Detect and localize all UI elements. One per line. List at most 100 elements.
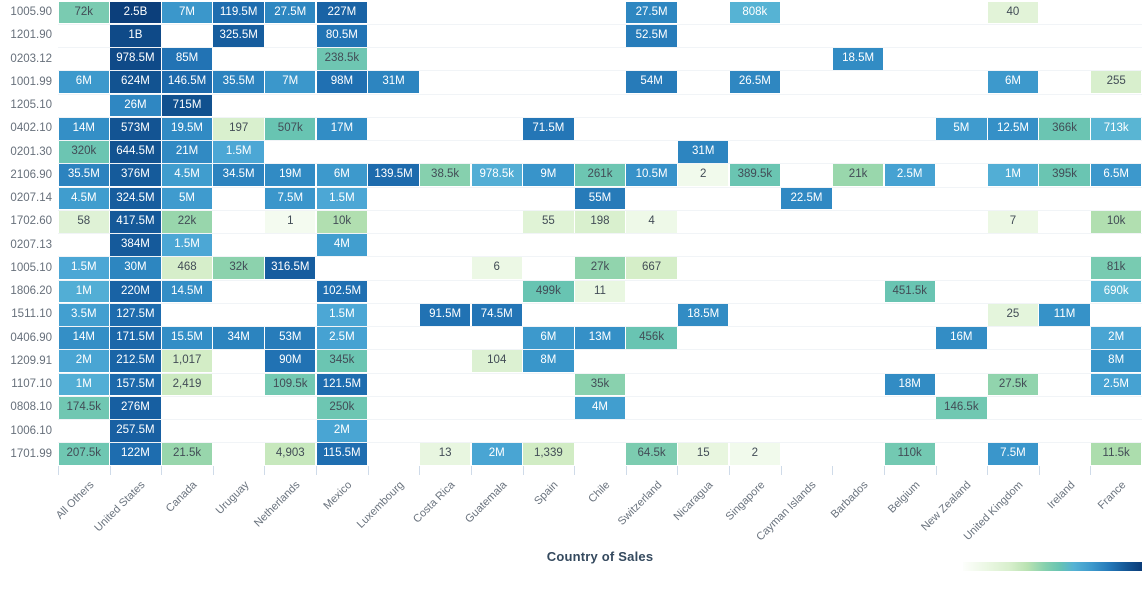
heatmap-cell[interactable]: 91.5M — [419, 303, 471, 326]
heatmap-cell[interactable]: 27.5k — [987, 373, 1039, 396]
heatmap-cell[interactable]: 14M — [58, 327, 109, 349]
heatmap-cell[interactable]: 35.5M — [58, 164, 109, 187]
heatmap-cell[interactable]: 72k — [58, 1, 109, 24]
heatmap-cell[interactable]: 11M — [1039, 303, 1090, 326]
heatmap-cell[interactable]: 25 — [987, 303, 1039, 326]
heatmap-cell[interactable]: 1,339 — [523, 443, 574, 466]
heatmap-cell[interactable]: 90M — [265, 350, 316, 373]
heatmap-cell[interactable]: 456k — [626, 327, 677, 349]
heatmap-cell[interactable]: 27k — [574, 257, 626, 280]
heatmap-cell[interactable]: 212.5M — [110, 350, 161, 373]
heatmap-cell[interactable]: 8M — [523, 350, 574, 373]
heatmap-cell[interactable]: 53M — [265, 327, 316, 349]
heatmap-cell[interactable]: 978.5k — [471, 164, 522, 187]
heatmap-cell[interactable]: 573M — [110, 117, 161, 140]
heatmap-cell[interactable]: 171.5M — [110, 327, 161, 349]
heatmap-cell[interactable]: 1.5M — [58, 257, 109, 280]
heatmap-cell[interactable]: 146.5M — [161, 71, 213, 94]
heatmap-cell[interactable]: 102.5M — [316, 280, 368, 303]
heatmap-cell[interactable]: 2,419 — [161, 373, 213, 396]
heatmap-cell[interactable]: 1.5M — [316, 303, 368, 326]
heatmap-cell[interactable]: 325.5M — [213, 24, 264, 47]
heatmap-cell[interactable]: 2 — [729, 443, 781, 466]
heatmap-cell[interactable]: 507k — [265, 117, 316, 140]
heatmap-cell[interactable]: 1M — [58, 280, 109, 303]
heatmap-cell[interactable]: 2.5M — [1090, 373, 1142, 396]
heatmap-cell[interactable]: 1B — [110, 24, 161, 47]
heatmap-cell[interactable]: 64.5k — [626, 443, 677, 466]
heatmap-cell[interactable]: 34M — [213, 327, 264, 349]
heatmap-cell[interactable]: 21M — [161, 141, 213, 163]
heatmap-cell[interactable]: 255 — [1090, 71, 1142, 94]
heatmap-cell[interactable]: 6M — [523, 327, 574, 349]
heatmap-cell[interactable]: 2M — [1090, 327, 1142, 349]
heatmap-cell[interactable]: 10k — [316, 210, 368, 233]
heatmap-cell[interactable]: 6.5M — [1090, 164, 1142, 187]
heatmap-cell[interactable]: 4M — [574, 396, 626, 419]
heatmap-cell[interactable]: 316.5M — [265, 257, 316, 280]
heatmap-cell[interactable]: 15.5M — [161, 327, 213, 349]
heatmap-cell[interactable]: 74.5M — [471, 303, 522, 326]
heatmap-cell[interactable]: 220M — [110, 280, 161, 303]
heatmap-cell[interactable]: 19M — [265, 164, 316, 187]
heatmap-cell[interactable]: 276M — [110, 396, 161, 419]
heatmap-cell[interactable]: 18M — [884, 373, 935, 396]
heatmap-cell[interactable]: 2.5B — [110, 1, 161, 24]
heatmap-cell[interactable]: 10k — [1090, 210, 1142, 233]
heatmap-cell[interactable]: 11.5k — [1090, 443, 1142, 466]
heatmap-cell[interactable]: 324.5M — [110, 187, 161, 210]
heatmap-cell[interactable]: 10.5M — [626, 164, 677, 187]
heatmap-cell[interactable]: 6M — [316, 164, 368, 187]
heatmap-cell[interactable]: 18.5M — [678, 303, 729, 326]
heatmap-cell[interactable]: 54M — [626, 71, 677, 94]
heatmap-cell[interactable]: 715M — [161, 94, 213, 117]
heatmap-cell[interactable]: 157.5M — [110, 373, 161, 396]
heatmap-cell[interactable]: 389.5k — [729, 164, 781, 187]
heatmap-cell[interactable]: 320k — [58, 141, 109, 163]
heatmap-cell[interactable]: 4.5M — [58, 187, 109, 210]
heatmap-cell[interactable]: 21.5k — [161, 443, 213, 466]
heatmap-cell[interactable]: 2.5M — [316, 327, 368, 349]
heatmap-cell[interactable]: 4 — [626, 210, 677, 233]
heatmap-cell[interactable]: 146.5k — [936, 396, 987, 419]
heatmap-cell[interactable]: 121.5M — [316, 373, 368, 396]
heatmap-cell[interactable]: 4,903 — [265, 443, 316, 466]
heatmap-cell[interactable]: 4M — [316, 234, 368, 256]
heatmap-cell[interactable]: 2M — [316, 420, 368, 442]
heatmap-cell[interactable]: 417.5M — [110, 210, 161, 233]
heatmap-cell[interactable]: 122M — [110, 443, 161, 466]
heatmap-cell[interactable]: 16M — [936, 327, 987, 349]
heatmap-cell[interactable]: 197 — [213, 117, 264, 140]
heatmap-cell[interactable]: 2M — [471, 443, 522, 466]
heatmap-cell[interactable]: 261k — [574, 164, 626, 187]
heatmap-cell[interactable]: 110k — [884, 443, 935, 466]
heatmap-cell[interactable]: 32k — [213, 257, 264, 280]
heatmap-cell[interactable]: 345k — [316, 350, 368, 373]
heatmap-cell[interactable]: 7M — [161, 1, 213, 24]
heatmap-cell[interactable]: 30M — [110, 257, 161, 280]
heatmap-cell[interactable]: 713k — [1090, 117, 1142, 140]
heatmap-cell[interactable]: 227M — [316, 1, 368, 24]
heatmap-cell[interactable]: 15 — [678, 443, 729, 466]
heatmap-cell[interactable]: 14.5M — [161, 280, 213, 303]
heatmap-cell[interactable]: 104 — [471, 350, 522, 373]
heatmap-cell[interactable]: 81k — [1090, 257, 1142, 280]
heatmap-cell[interactable]: 808k — [729, 1, 781, 24]
heatmap-cell[interactable]: 55M — [574, 187, 626, 210]
heatmap-cell[interactable]: 2 — [678, 164, 729, 187]
heatmap-cell[interactable]: 127.5M — [110, 303, 161, 326]
heatmap-cell[interactable]: 1,017 — [161, 350, 213, 373]
heatmap-cell[interactable]: 395k — [1039, 164, 1090, 187]
heatmap-cell[interactable]: 58 — [58, 210, 109, 233]
heatmap-cell[interactable]: 1M — [987, 164, 1039, 187]
heatmap-cell[interactable]: 1.5M — [213, 141, 264, 163]
heatmap-cell[interactable]: 2M — [58, 350, 109, 373]
heatmap-cell[interactable]: 6M — [987, 71, 1039, 94]
heatmap-cell[interactable]: 26.5M — [729, 71, 781, 94]
heatmap-cell[interactable]: 35k — [574, 373, 626, 396]
heatmap-cell[interactable]: 468 — [161, 257, 213, 280]
heatmap-cell[interactable]: 18.5M — [832, 48, 884, 70]
heatmap-cell[interactable]: 139.5M — [368, 164, 419, 187]
heatmap-cell[interactable]: 7.5M — [265, 187, 316, 210]
heatmap-cell[interactable]: 499k — [523, 280, 574, 303]
